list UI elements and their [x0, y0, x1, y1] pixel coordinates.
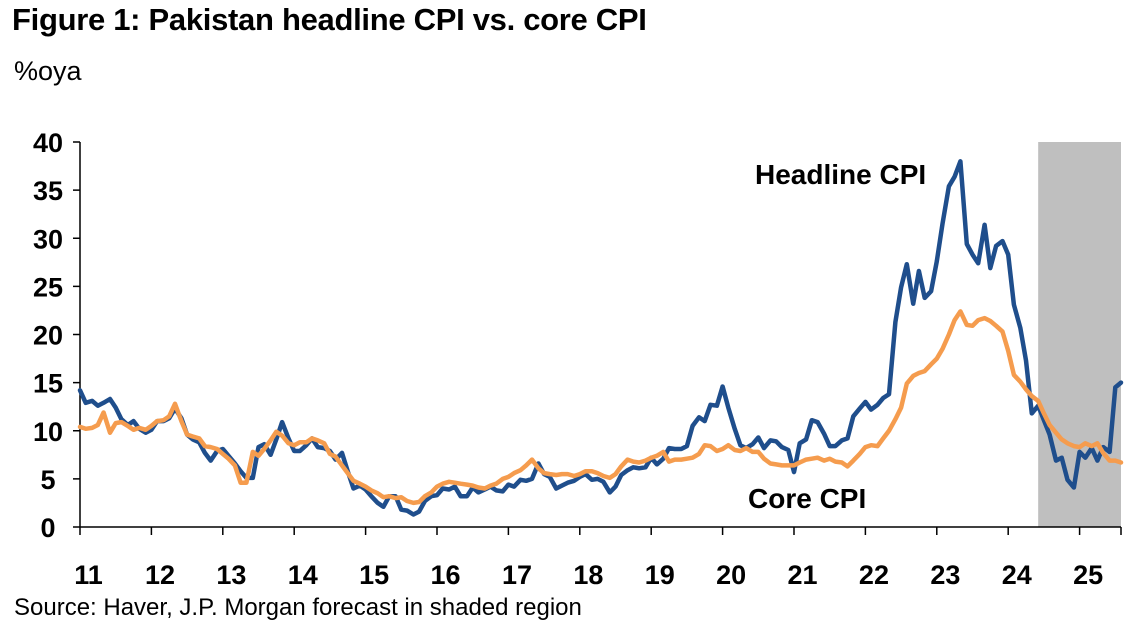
x-tick-label: 23	[930, 560, 960, 590]
x-tick-label: 20	[716, 560, 746, 590]
series-line-headline-cpi	[77, 159, 1124, 517]
x-tick-label: 17	[502, 560, 532, 590]
x-tick-label: 11	[74, 560, 103, 590]
y-tick-label: 20	[33, 321, 63, 351]
x-tick-label: 19	[645, 560, 675, 590]
y-tick-label: 10	[33, 417, 63, 447]
x-tick-label: 13	[216, 560, 246, 590]
chart-title: Figure 1: Pakistan headline CPI vs. core…	[12, 2, 647, 37]
source-note: Source: Haver, J.P. Morgan forecast in s…	[14, 594, 582, 621]
x-tick-label: 16	[431, 560, 461, 590]
x-tick-label: 15	[359, 560, 389, 590]
forecast-shaded-region	[1038, 142, 1121, 527]
y-tick-label: 35	[33, 176, 63, 206]
x-tick-label: 24	[1002, 560, 1032, 590]
series-line-core-cpi	[77, 309, 1124, 506]
line-chart: 0 5 10 15 20 25 30 35 40 11 12 13 14 15 16 17 18 19 20 21 2…	[33, 128, 1124, 590]
x-tick-label: 18	[573, 560, 603, 590]
y-tick-label: 0	[40, 513, 55, 543]
series-label-core-cpi: Core CPI	[748, 483, 866, 514]
y-tick-label: 25	[33, 272, 63, 302]
x-tick-label: 22	[859, 560, 889, 590]
y-tick-label: 15	[33, 369, 63, 399]
x-tick-label: 21	[788, 560, 818, 590]
x-tick-label: 25	[1073, 560, 1103, 590]
y-tick-label: 30	[33, 224, 63, 254]
unit-label: %oya	[14, 56, 82, 86]
y-tick-label: 5	[40, 465, 55, 495]
x-tick-label: 14	[288, 560, 318, 590]
x-tick-label: 12	[145, 560, 175, 590]
series-label-headline-cpi: Headline CPI	[755, 159, 926, 190]
y-tick-label: 40	[33, 128, 63, 158]
